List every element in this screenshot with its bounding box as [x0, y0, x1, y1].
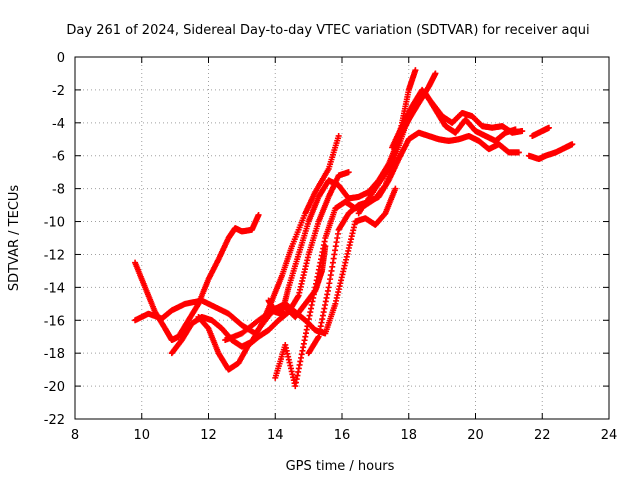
data-point [412, 67, 419, 74]
x-tick-label: 22 [534, 428, 551, 443]
series-track-7 [305, 129, 522, 357]
data-point [255, 211, 262, 218]
x-tick-label: 16 [334, 428, 351, 443]
y-tick-label: -10 [44, 216, 65, 231]
y-tick-label: -2 [52, 84, 65, 99]
x-tick-label: 8 [71, 428, 79, 443]
y-tick-label: -6 [52, 150, 65, 165]
data-point [569, 141, 576, 148]
series-track-4 [195, 169, 352, 373]
series-track-11 [525, 141, 576, 163]
axes: 8 10 12 14 16 18 20 22 24 0 -2 -4 -6 -8 -10 -12 -14 -16 -1… [44, 51, 618, 443]
data-point [519, 128, 526, 135]
x-tick-label: 20 [467, 428, 484, 443]
y-tick-label: -22 [44, 413, 65, 428]
x-tick-label: 24 [601, 428, 618, 443]
y-tick-label: -18 [44, 347, 65, 362]
grid-lines [74, 56, 610, 420]
data-point [345, 169, 352, 176]
x-tick-label: 10 [133, 428, 150, 443]
y-tick-label: -4 [52, 117, 65, 132]
data-point [432, 70, 439, 77]
y-tick-label: -8 [52, 183, 65, 198]
y-tick-label: 0 [57, 51, 65, 66]
series-track-2 [132, 211, 262, 344]
y-tick-label: -14 [44, 281, 65, 296]
data-point [335, 132, 342, 139]
chart-title: Day 261 of 2024, Sidereal Day-to-day VTE… [66, 23, 589, 38]
x-axis-label: GPS time / hours [286, 459, 395, 474]
x-tick-label: 12 [200, 428, 217, 443]
y-tick-label: -20 [44, 380, 65, 395]
series-track-10 [355, 67, 419, 217]
y-tick-label: -16 [44, 314, 65, 329]
x-tick-label: 18 [400, 428, 417, 443]
data-point [515, 149, 522, 156]
data-point [545, 124, 552, 131]
series-track-12 [529, 124, 552, 139]
y-axis-label: SDTVAR / TECUs [7, 185, 22, 292]
y-tick-label: -12 [44, 248, 65, 263]
data-points [132, 67, 576, 390]
data-point [392, 185, 399, 192]
x-tick-label: 14 [267, 428, 284, 443]
